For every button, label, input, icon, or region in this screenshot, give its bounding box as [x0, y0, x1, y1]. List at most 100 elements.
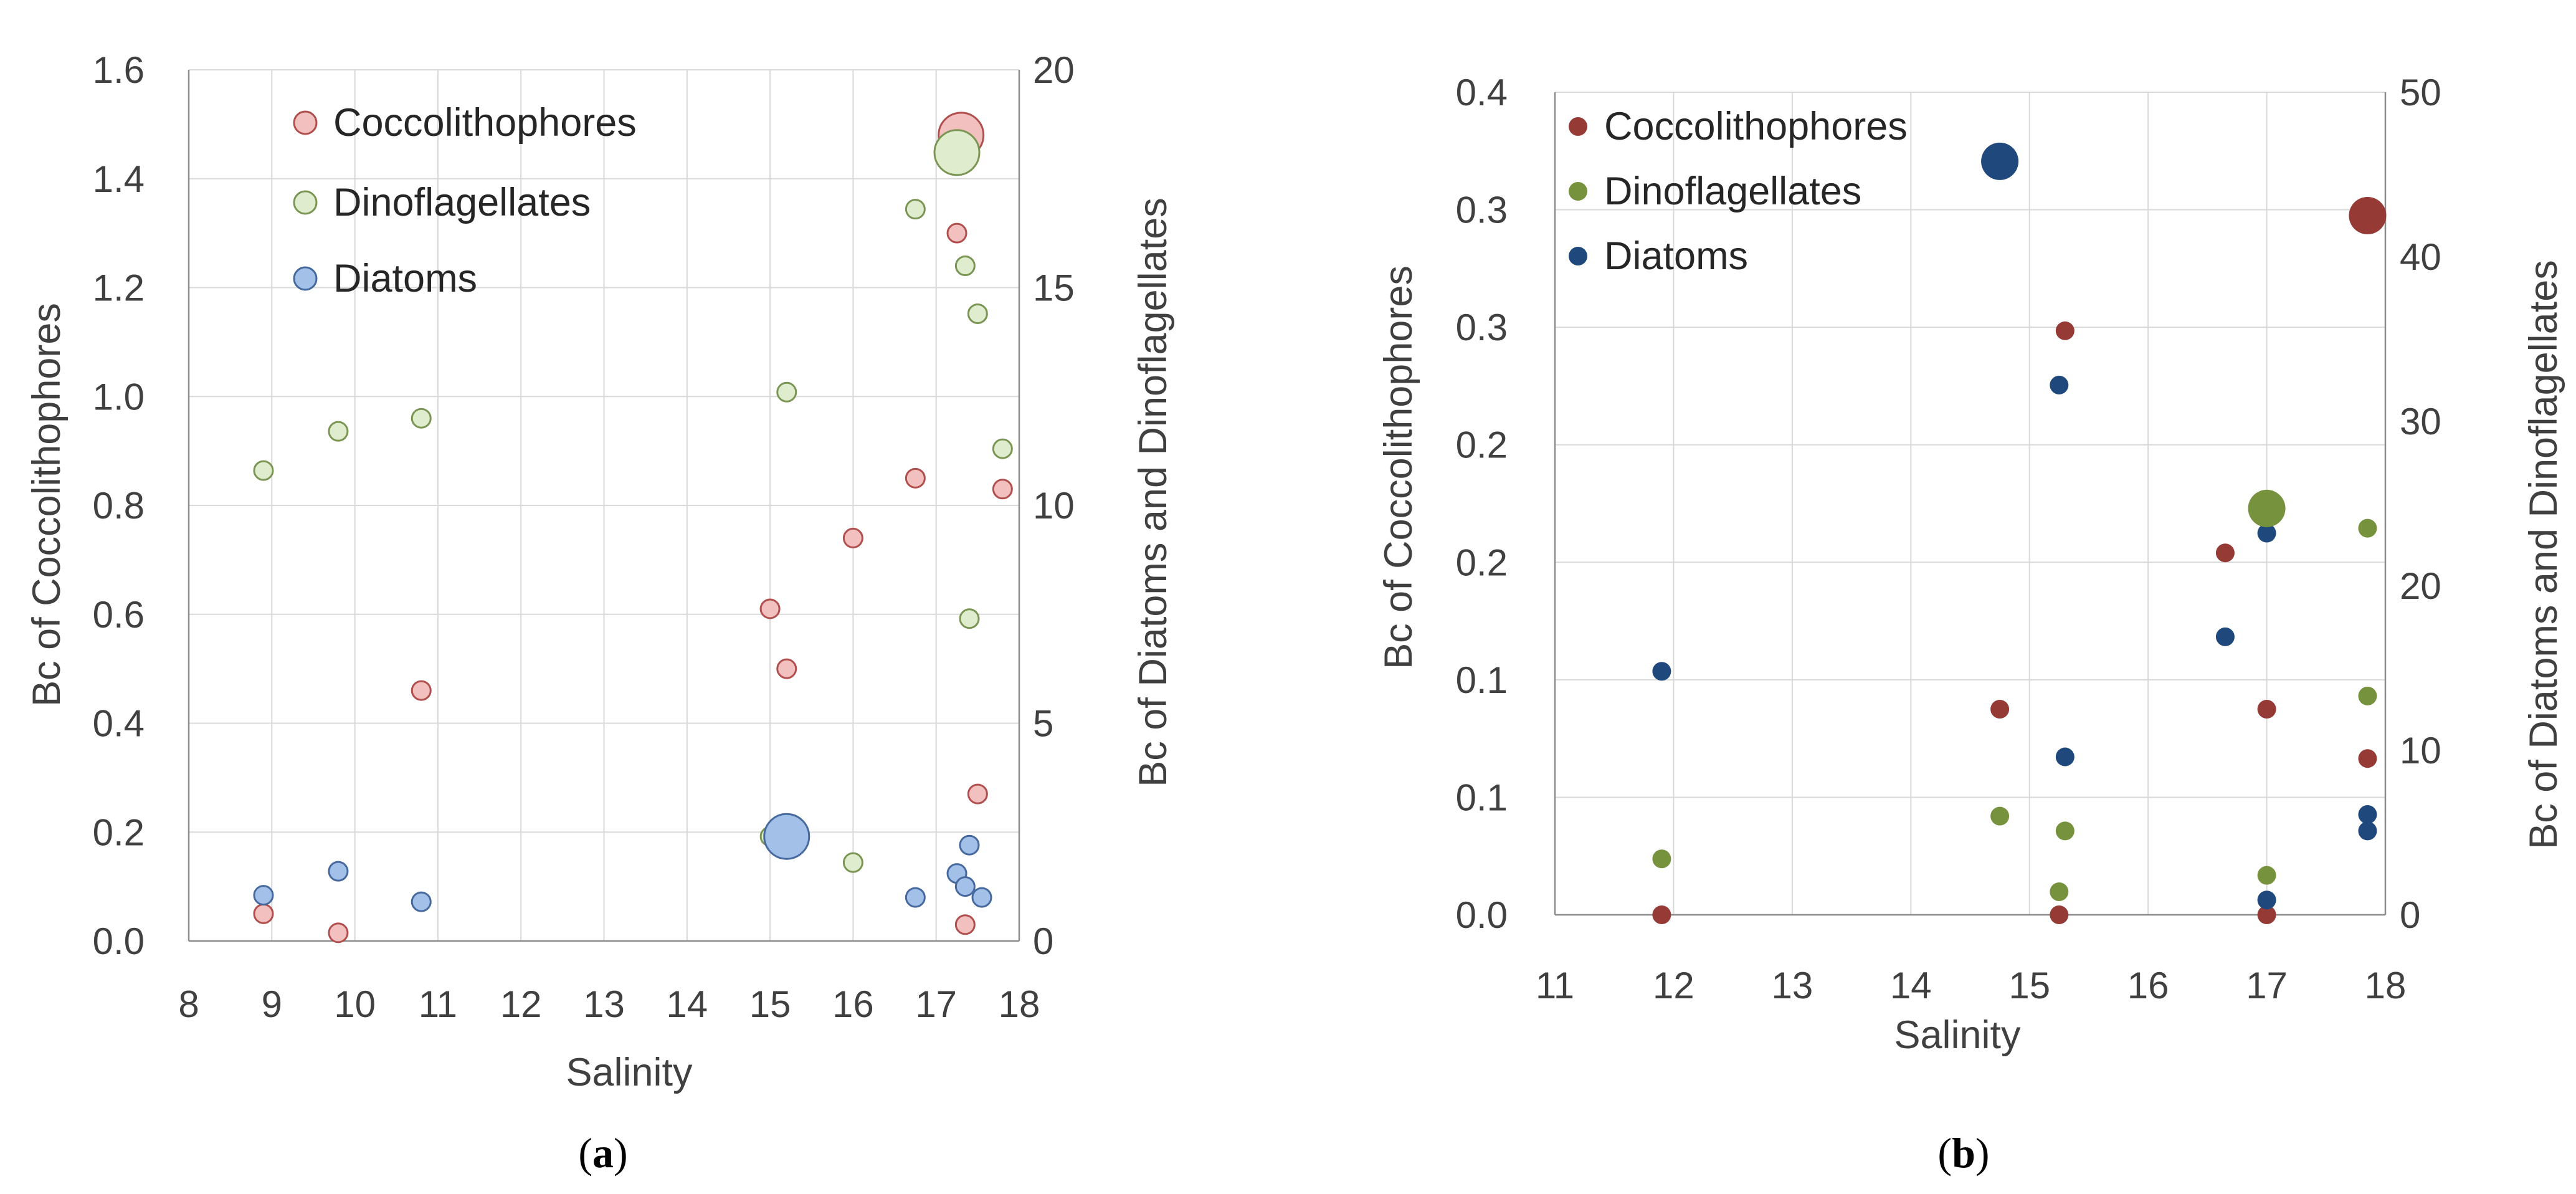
chart-a-x-tick-label: 8	[178, 983, 199, 1025]
chart-a-point-diatoms	[954, 876, 976, 897]
chart-b-points	[1652, 142, 2387, 924]
chart-b-gridlines	[1555, 92, 2385, 915]
chart-a-point-diatoms	[763, 813, 810, 860]
chart-a-point-dinoflagellates	[842, 852, 863, 873]
chart-a-point-diatoms	[959, 834, 980, 856]
chart-b-x-tick-label: 17	[2246, 965, 2288, 1006]
legend-marker-diatoms	[1569, 247, 1587, 265]
chart-a-x-tick-label: 10	[334, 983, 376, 1025]
chart-b-point-coccolithophores	[2055, 321, 2075, 340]
chart-b-point-dinoflagellates	[2055, 821, 2075, 841]
chart-a-point-dinoflagellates	[411, 408, 432, 429]
chart-a-right-y-ticks: 0 5 10 15 20	[1033, 49, 1075, 962]
chart-a-points	[253, 112, 1013, 943]
chart-a-left-tick-label: 0.4	[93, 703, 145, 745]
chart-b-point-diatoms	[2257, 891, 2276, 910]
chart-b-point-diatoms	[2050, 375, 2069, 394]
chart-a-point-coccolithophores	[842, 527, 863, 548]
chart-b-right-tick-label: 30	[2400, 401, 2441, 442]
legend-marker-coccolithophores	[293, 110, 318, 135]
chart-a-left-tick-label: 1.4	[93, 158, 145, 200]
chart-b-point-diatoms	[2358, 821, 2377, 841]
legend-label-dinoflagellates: Dinoflagellates	[333, 181, 591, 224]
chart-b-right-tick-label: 10	[2400, 730, 2441, 771]
chart-b-point-coccolithophores	[1652, 905, 1671, 924]
chart-b-point-coccolithophores	[2358, 749, 2377, 768]
chart-a-left-tick-label: 0.0	[93, 920, 145, 962]
chart-b-point-coccolithophores	[2050, 905, 2069, 924]
chart-a-x-tick-label: 15	[749, 983, 791, 1025]
chart-a-x-tick-label: 17	[915, 983, 957, 1025]
legend-marker-dinoflagellates	[1569, 182, 1587, 201]
chart-a-point-dinoflagellates	[959, 608, 980, 629]
chart-a-point-dinoflagellates	[992, 438, 1013, 459]
chart-a-point-coccolithophores	[776, 658, 797, 679]
chart-b-point-diatoms	[1652, 662, 1671, 681]
chart-b-point-diatoms	[2055, 747, 2075, 767]
chart-a-point-coccolithophores	[328, 922, 349, 943]
chart-b-point-dinoflagellates	[2358, 686, 2377, 705]
chart-b-right-tick-label: 40	[2400, 236, 2441, 278]
chart-a-point-coccolithophores	[253, 903, 274, 924]
chart-b-left-tick-label: 0.2	[1456, 424, 1508, 466]
chart-b-point-coccolithophores	[2349, 197, 2387, 234]
chart-a-point-dinoflagellates	[776, 381, 797, 403]
chart-a-x-tick-label: 14	[666, 983, 708, 1025]
chart-b-x-tick-label: 16	[2127, 965, 2169, 1006]
chart-b-point-diatoms	[2257, 523, 2276, 543]
legend-label-diatoms: Diatoms	[1604, 234, 1748, 278]
chart-a-point-coccolithophores	[905, 467, 926, 489]
chart-a-x-tick-label: 16	[832, 983, 874, 1025]
chart-a-left-tick-label: 1.0	[93, 376, 145, 418]
chart-a-point-diatoms	[253, 885, 274, 906]
chart-b-left-tick-label: 0.4	[1456, 72, 1508, 113]
chart-a-point-dinoflagellates	[905, 199, 926, 220]
chart-b-x-tick-label: 11	[1536, 965, 1574, 1006]
chart-a-left-tick-label: 0.8	[93, 485, 145, 527]
chart-a-point-dinoflagellates	[933, 129, 981, 176]
chart-a-x-tick-label: 12	[500, 983, 542, 1025]
chart-a-point-diatoms	[328, 861, 349, 882]
chart-a-x-ticks: 8 9 10 11 12 13 14 15 16 17 18	[178, 983, 1040, 1025]
chart-a-gridlines	[189, 69, 1019, 941]
chart-b-right-y-ticks: 0 10 20 30 40 50	[2400, 72, 2441, 936]
chart-a-x-tick-label: 9	[262, 983, 282, 1025]
chart-b-point-coccolithophores	[1990, 700, 2010, 719]
chart-b-point-diatoms	[1981, 142, 2019, 180]
chart-b-point-dinoflagellates	[1990, 806, 2010, 826]
chart-b-x-tick-label: 15	[2008, 965, 2050, 1006]
chart-a-point-coccolithophores	[967, 783, 988, 805]
chart-b-left-tick-label: 0.3	[1456, 189, 1508, 231]
chart-a-point-coccolithophores	[411, 680, 432, 701]
chart-a-point-coccolithophores	[992, 479, 1013, 500]
chart-b-legend: Coccolithophores Dinoflagellates Diatoms	[1569, 105, 1908, 278]
chart-b-point-coccolithophores	[2257, 905, 2276, 924]
chart-a-left-y-ticks: 0.0 0.2 0.4 0.6 0.8 1.0 1.2 1.4 1.6	[93, 49, 145, 962]
chart-a-point-dinoflagellates	[253, 460, 274, 481]
chart-a-left-tick-label: 0.6	[93, 594, 145, 636]
chart-b-left-y-axis-label: Bc of Coccolithophores	[1377, 265, 1420, 669]
chart-b-left-tick-label: 0.2	[1456, 542, 1508, 583]
chart-a-left-tick-label: 1.2	[93, 267, 145, 309]
chart-b-point-dinoflagellates	[1652, 849, 1671, 869]
legend-marker-coccolithophores	[1569, 117, 1587, 136]
legend-label-dinoflagellates: Dinoflagellates	[1604, 170, 1861, 213]
chart-b-right-y-axis-label: Bc of Diatoms and Dinoflagellates	[2522, 260, 2565, 849]
chart-b-left-tick-label: 0.3	[1456, 307, 1508, 348]
chart-b-point-diatoms	[2215, 627, 2235, 646]
chart-a-x-tick-label: 18	[999, 983, 1040, 1025]
chart-b-left-tick-label: 0.0	[1456, 894, 1508, 936]
chart-a-left-y-axis-label: Bc of Coccolithophores	[25, 303, 69, 707]
chart-a-left-tick-label: 0.2	[93, 811, 145, 853]
chart-a-panel-label: (a)	[578, 1129, 627, 1177]
chart-a-left-tick-label: 1.6	[93, 49, 145, 91]
chart-b-x-ticks: 11 12 13 14 15 16 17 18	[1536, 965, 2407, 1006]
chart-a-right-tick-label: 20	[1033, 49, 1075, 91]
chart-b-left-y-ticks: 0.0 0.1 0.1 0.2 0.2 0.3 0.3 0.4	[1456, 72, 1508, 936]
chart-a-point-diatoms	[411, 891, 432, 912]
chart-b-x-axis-label: Salinity	[1894, 1013, 2021, 1057]
chart-b-point-dinoflagellates	[2358, 518, 2377, 538]
chart-a-point-dinoflagellates	[328, 421, 349, 442]
chart-a-point-dinoflagellates	[954, 256, 976, 277]
chart-a: 8 9 10 11 12 13 14 15 16 17 18 0.0 0.2 0.4 0.6 0.8 1.0 1…	[25, 49, 1175, 1177]
